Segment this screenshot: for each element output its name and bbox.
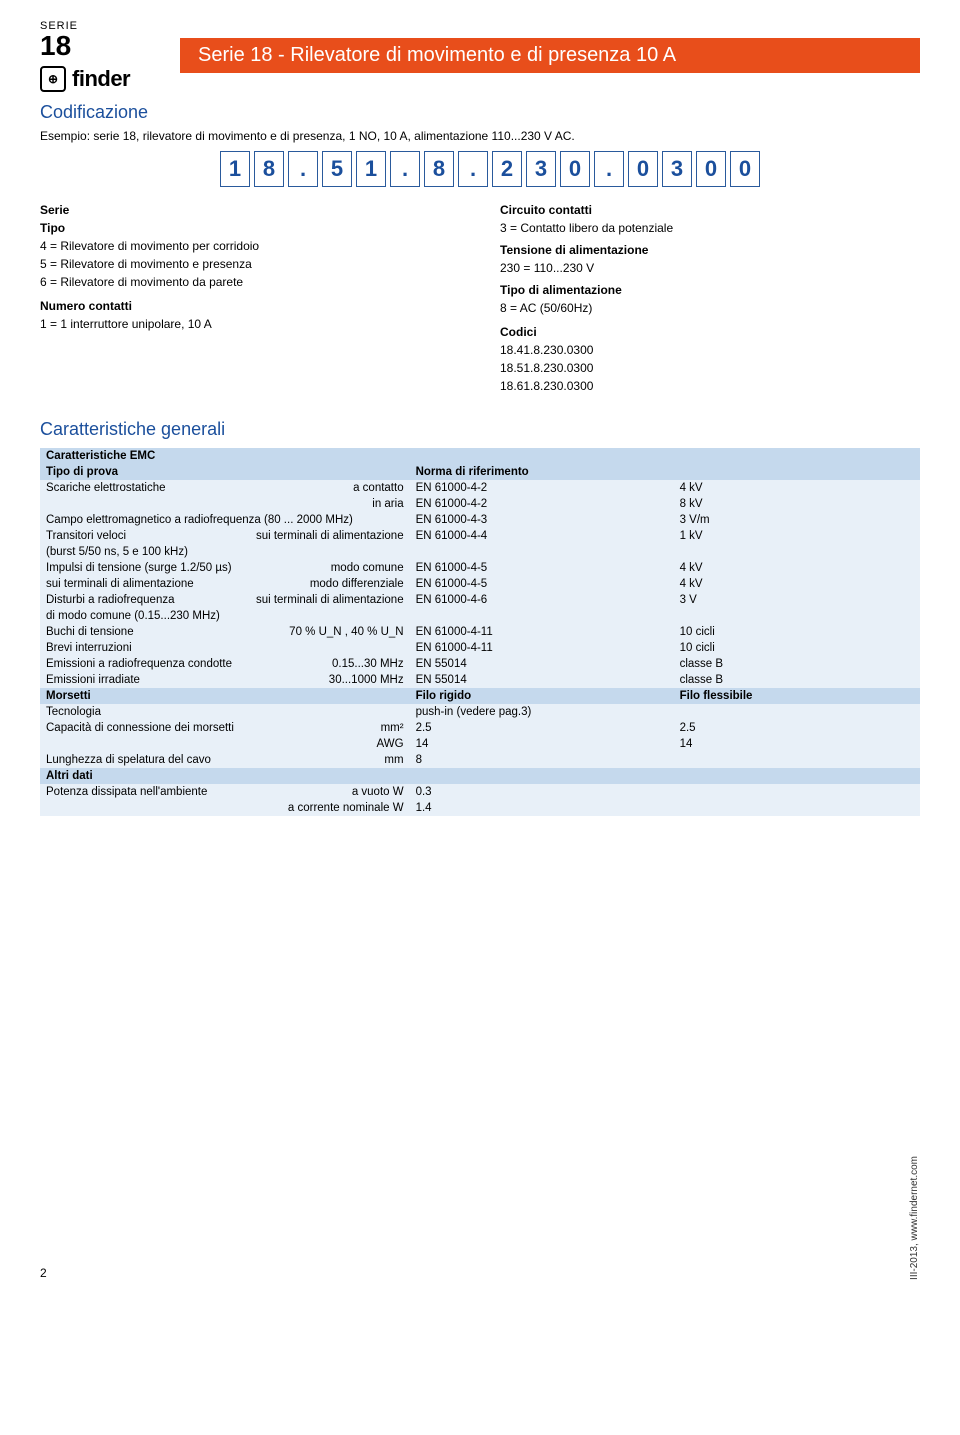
table-row: Brevi interruzioniEN 61000-4-1110 cicli — [40, 640, 920, 656]
code-digit: 1 — [356, 151, 386, 187]
numero-label: Numero contatti — [40, 299, 132, 313]
series-block: SERIE 18 ⊕ finder — [40, 20, 180, 92]
table-row: Impulsi di tensione (surge 1.2/50 µs)mod… — [40, 560, 920, 576]
altri-header: Altri dati — [40, 768, 920, 784]
table-row: Tecnologiapush-in (vedere pag.3) — [40, 704, 920, 720]
brand-logo: ⊕ finder — [40, 66, 180, 92]
logo-icon: ⊕ — [40, 66, 66, 92]
tipoal-label: Tipo di alimentazione — [500, 283, 622, 297]
table-row: Potenza dissipata nell'ambientea vuoto W… — [40, 784, 920, 800]
code-digit: 5 — [322, 151, 352, 187]
page-number: 2 — [40, 1266, 47, 1280]
morsetti-header-0: Morsetti — [40, 688, 410, 704]
series-number: 18 — [40, 32, 180, 60]
coding-left-column: Serie Tipo 4 = Rilevatore di movimento p… — [40, 201, 460, 395]
coding-title: Codificazione — [40, 102, 920, 123]
tipoal-line: 8 = AC (50/60Hz) — [500, 299, 920, 317]
table-row: (burst 5/50 ns, 5 e 100 kHz) — [40, 544, 920, 560]
code-digit: 0 — [560, 151, 590, 187]
codici-label: Codici — [500, 325, 537, 339]
circuito-label: Circuito contatti — [500, 203, 592, 217]
code-digit: 1 — [220, 151, 250, 187]
codici-line: 18.41.8.230.0300 — [500, 341, 920, 359]
part-code-boxes: 18.51.8.230.0300 — [220, 151, 920, 187]
coding-example: Esempio: serie 18, rilevatore di movimen… — [40, 129, 920, 143]
table-row: Capacità di connessione dei morsettimm²2… — [40, 720, 920, 736]
code-digit: 8 — [424, 151, 454, 187]
codici-line: 18.61.8.230.0300 — [500, 377, 920, 395]
code-digit: 8 — [254, 151, 284, 187]
code-digit: . — [288, 151, 318, 187]
table-row: Scariche elettrostatichea contattoEN 610… — [40, 480, 920, 496]
code-digit: . — [390, 151, 420, 187]
tipo-line: 5 = Rilevatore di movimento e presenza — [40, 255, 460, 273]
tipo-label: Tipo — [40, 221, 65, 235]
serie-label: Serie — [40, 203, 69, 217]
tensione-label: Tensione di alimentazione — [500, 243, 648, 257]
table-row: Disturbi a radiofrequenzasui terminali d… — [40, 592, 920, 608]
morsetti-header-1: Filo rigido — [410, 688, 674, 704]
page-title: Serie 18 - Rilevatore di movimento e di … — [180, 38, 920, 73]
code-digit: . — [594, 151, 624, 187]
emc-header: Caratteristiche EMC — [40, 448, 920, 464]
coding-right-column: Circuito contatti 3 = Contatto libero da… — [500, 201, 920, 395]
circuito-line: 3 = Contatto libero da potenziale — [500, 219, 920, 237]
norma-header: Norma di riferimento — [410, 464, 674, 480]
codici-line: 18.51.8.230.0300 — [500, 359, 920, 377]
table-row: in ariaEN 61000-4-28 kV — [40, 496, 920, 512]
characteristics-table: Caratteristiche EMC Tipo di prova Norma … — [40, 448, 920, 816]
table-row: Emissioni a radiofrequenza condotte0.15.… — [40, 656, 920, 672]
tipo-prova-header: Tipo di prova — [40, 464, 410, 480]
tipo-line: 4 = Rilevatore di movimento per corridoi… — [40, 237, 460, 255]
numero-line: 1 = 1 interruttore unipolare, 10 A — [40, 315, 460, 333]
footer-meta: III-2013, www.findernet.com — [909, 1156, 920, 1280]
table-row: Buchi di tensione70 % U_N , 40 % U_NEN 6… — [40, 624, 920, 640]
table-row: Lunghezza di spelatura del cavomm8 — [40, 752, 920, 768]
code-digit: 0 — [730, 151, 760, 187]
table-row: Emissioni irradiate30...1000 MHzEN 55014… — [40, 672, 920, 688]
characteristics-title: Caratteristiche generali — [40, 419, 920, 440]
table-row: sui terminali di alimentazionemodo diffe… — [40, 576, 920, 592]
code-digit: 2 — [492, 151, 522, 187]
morsetti-header-2: Filo flessibile — [674, 688, 920, 704]
code-digit: 3 — [526, 151, 556, 187]
table-row: di modo comune (0.15...230 MHz) — [40, 608, 920, 624]
tensione-line: 230 = 110...230 V — [500, 259, 920, 277]
code-digit: 0 — [696, 151, 726, 187]
table-row: Transitori velocisui terminali di alimen… — [40, 528, 920, 544]
table-row: AWG1414 — [40, 736, 920, 752]
table-row: a corrente nominale W1.4 — [40, 800, 920, 816]
brand-name: finder — [72, 66, 130, 92]
code-digit: 0 — [628, 151, 658, 187]
tipo-line: 6 = Rilevatore di movimento da parete — [40, 273, 460, 291]
code-digit: . — [458, 151, 488, 187]
code-digit: 3 — [662, 151, 692, 187]
table-row: Campo elettromagnetico a radiofrequenza … — [40, 512, 920, 528]
